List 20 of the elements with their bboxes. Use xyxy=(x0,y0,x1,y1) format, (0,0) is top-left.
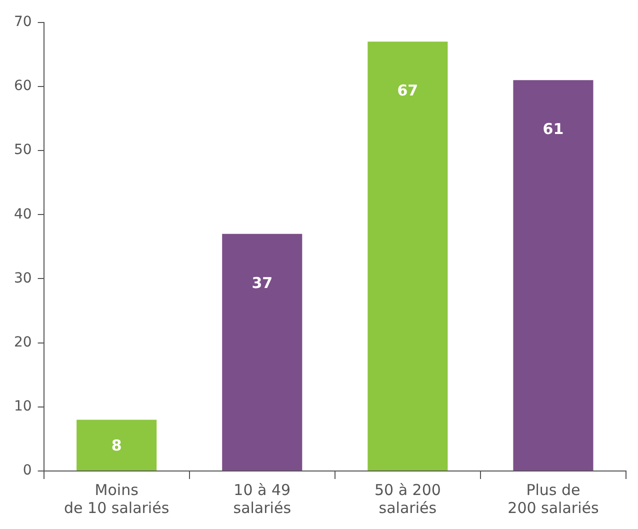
data-label: 67 xyxy=(397,82,418,100)
bar xyxy=(513,80,594,470)
bar xyxy=(222,234,302,470)
x-tick-label: Plus de 200 salariés xyxy=(508,480,599,517)
data-label: 8 xyxy=(111,436,122,454)
y-tick-label: 30 xyxy=(14,270,32,286)
y-tick-label: 0 xyxy=(22,462,32,479)
x-tick-label: 50 à 200 salariés xyxy=(374,480,441,517)
bar xyxy=(76,420,157,470)
y-tick-label: 70 xyxy=(14,14,32,30)
data-label: 61 xyxy=(542,120,564,138)
y-tick-label: 50 xyxy=(14,142,32,158)
x-tick-label: 10 à 49 salariés xyxy=(233,480,292,517)
y-tick-label: 60 xyxy=(14,78,32,94)
data-label: 37 xyxy=(252,274,273,292)
y-tick-label: 20 xyxy=(14,334,32,350)
bar xyxy=(368,42,448,470)
y-tick-label: 10 xyxy=(14,398,32,415)
y-tick-label: 40 xyxy=(14,206,32,222)
x-tick-label: Moins de 10 salariés xyxy=(64,480,170,517)
